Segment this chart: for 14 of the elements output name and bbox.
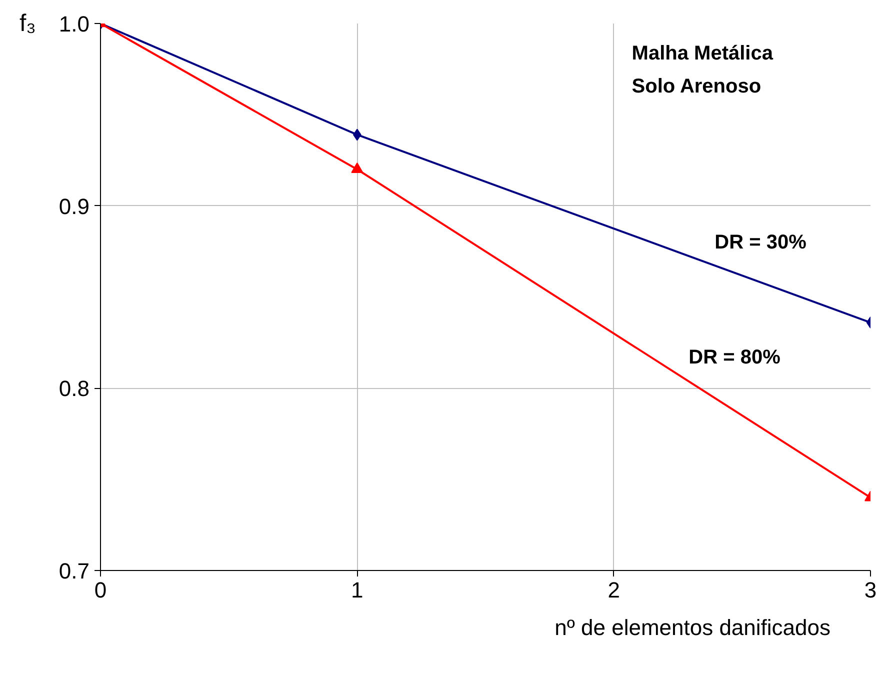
y-tick-label: 1.0 [58,12,90,36]
x-tick-label: 1 [351,578,364,602]
annotation: Malha Metálica [632,42,774,65]
y-axis-title: f₃ [19,10,36,37]
y-tick-label: 0.7 [58,558,90,584]
series-label: DR = 80% [688,346,781,369]
x-tick-label: 3 [864,578,877,602]
annotation: Solo Arenoso [632,75,762,98]
y-tick-label: 0.8 [58,376,90,402]
series-label: DR = 30% [714,232,807,254]
y-tick-label: 0.9 [58,194,90,219]
x-tick-label: 2 [608,578,620,602]
x-tick-label: 0 [94,578,107,602]
x-axis-title: nº de elementos danificados [554,615,831,640]
